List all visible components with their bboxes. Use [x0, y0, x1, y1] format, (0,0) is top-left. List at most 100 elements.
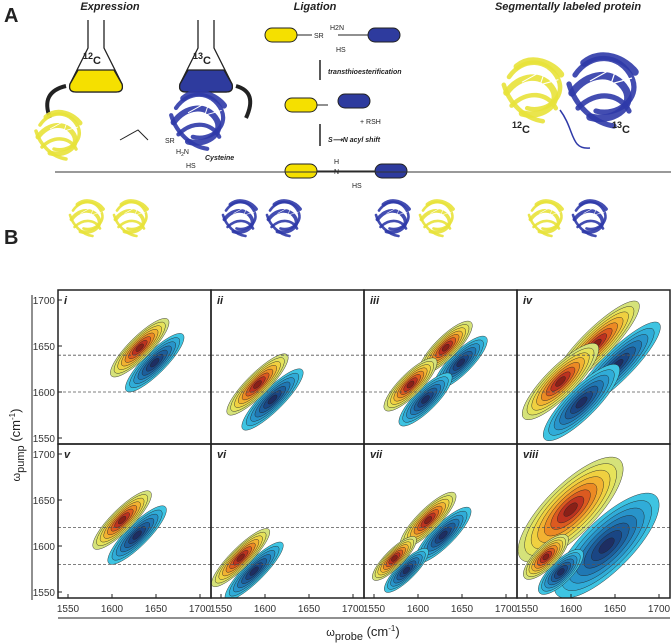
- strand: [381, 199, 411, 211]
- strand: [34, 129, 68, 161]
- strand: [419, 209, 452, 235]
- isotope-mass: 13: [193, 51, 203, 61]
- spectrum-panel: [364, 320, 517, 427]
- panel-border: [516, 443, 671, 599]
- ribbon: [386, 205, 408, 216]
- contour: [424, 516, 433, 525]
- strand: [113, 209, 146, 235]
- axis-sup: -1: [8, 412, 17, 420]
- panel-label: iv: [523, 295, 533, 307]
- x-tick-label: 1650: [298, 604, 321, 615]
- contour: [555, 376, 566, 387]
- strand: [578, 199, 608, 211]
- panel-label: iii: [370, 295, 380, 307]
- isotope-element: C: [203, 55, 211, 67]
- section-title: Ligation: [294, 1, 337, 13]
- chem-label: HS: [186, 163, 196, 170]
- ribbon: [277, 205, 299, 216]
- contour: [118, 516, 127, 525]
- residue-label: Cysteine: [205, 155, 234, 162]
- x-tick-label: 1550: [516, 604, 539, 615]
- section-title: Segmentally labeled protein: [495, 1, 641, 13]
- y-tick-label: 1550: [33, 588, 56, 599]
- x-tick-label: 1550: [363, 604, 386, 615]
- contour: [557, 568, 565, 576]
- contour: [132, 530, 142, 540]
- y-tick-label: 1550: [33, 434, 56, 445]
- panel-label: i: [64, 295, 68, 307]
- spectrum-panel: [517, 456, 670, 598]
- x-tick-label: 1600: [407, 604, 430, 615]
- strand: [576, 219, 605, 230]
- contour: [150, 358, 160, 368]
- contour: [402, 566, 410, 574]
- protein-cartoon: [566, 52, 639, 129]
- strand: [374, 213, 400, 238]
- x-tick-label: 1650: [451, 604, 474, 615]
- strand: [69, 209, 102, 235]
- chem-label: SR: [314, 33, 324, 40]
- strand: [226, 219, 255, 230]
- x-axis-label: ωprobe (cm-1): [326, 624, 399, 643]
- strand: [580, 52, 639, 76]
- x-tick-label: 1600: [254, 604, 277, 615]
- contour: [542, 553, 550, 561]
- strand: [532, 219, 561, 230]
- protein-cartoon: [112, 199, 149, 238]
- protein-cartoon: [418, 199, 455, 238]
- protein-cartoon: [169, 89, 228, 151]
- chem-label: 2: [181, 152, 184, 158]
- axis-sup: -1: [388, 624, 396, 633]
- strand: [169, 113, 210, 151]
- spectrum-panel: [58, 318, 211, 393]
- panel-label: vii: [370, 449, 383, 461]
- contour: [575, 396, 588, 409]
- x-tick-label: 1550: [57, 604, 80, 615]
- x-tick-label: 1700: [648, 604, 671, 615]
- x-tick-label: 1600: [101, 604, 124, 615]
- protein-cartoon: [68, 199, 105, 238]
- ribbon: [187, 99, 222, 116]
- y-axis-label: ωpump (cm-1): [8, 409, 27, 482]
- strand: [68, 213, 94, 238]
- contour: [456, 358, 465, 367]
- strand: [568, 71, 632, 122]
- x-tick-label: 1700: [495, 604, 518, 615]
- x-tick-label: 1650: [145, 604, 168, 615]
- bond: [119, 129, 149, 141]
- contour: [135, 343, 144, 352]
- contour: [267, 394, 278, 405]
- ribbon: [583, 205, 605, 216]
- ribbon: [430, 205, 452, 216]
- chem-label: H: [176, 149, 181, 156]
- axis-symbol: ω: [326, 627, 335, 639]
- isotope: 13C: [612, 120, 630, 136]
- axis-sub: pump: [15, 445, 27, 473]
- chem-label: N: [184, 149, 189, 156]
- axis-sub: probe: [335, 631, 363, 643]
- strand: [266, 209, 299, 235]
- strand: [528, 209, 561, 235]
- protein-cartoon: [221, 199, 258, 238]
- axis-symbol: ω: [11, 472, 23, 481]
- strand: [418, 213, 444, 238]
- panel-label: v: [64, 449, 71, 461]
- axis-unit: ): [8, 409, 23, 413]
- strand: [571, 213, 597, 238]
- strand: [117, 219, 146, 230]
- contour: [441, 343, 450, 352]
- linker: [559, 109, 591, 149]
- strand: [221, 213, 247, 238]
- scheme: [264, 27, 408, 179]
- contour: [391, 555, 398, 562]
- strand: [527, 213, 553, 238]
- protein-cartoon: [571, 199, 608, 238]
- x-tick-label: 1700: [342, 604, 365, 615]
- protein-cartoon: [527, 199, 564, 238]
- axis-unit: ): [395, 624, 399, 639]
- y-tick-label: 1700: [33, 296, 56, 307]
- chem-label: HS: [336, 47, 346, 54]
- flask: [68, 20, 234, 93]
- ribbon: [124, 205, 146, 216]
- strand: [43, 109, 83, 126]
